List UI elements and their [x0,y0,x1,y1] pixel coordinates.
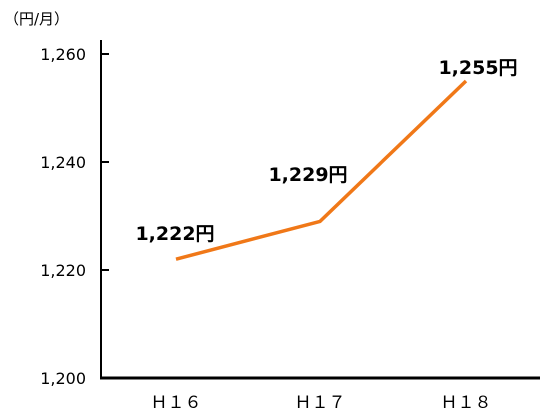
data-label: 1,222円 [135,223,214,245]
x-tick-label: Ｈ１７ [295,393,346,413]
x-tick-label: Ｈ１６ [151,393,202,413]
x-tick-label: Ｈ１８ [441,393,492,413]
series-group [175,79,468,261]
y-tick-label: 1,220 [40,261,86,280]
y-tick-label: 1,240 [40,153,86,172]
data-labels: 1,222円 1,229円 1,255円 [135,57,517,245]
y-axis: 1,200 1,220 1,240 1,260 [40,40,109,388]
y-tick-label: 1,260 [40,45,86,64]
y-unit-label: （円/月） [4,10,69,28]
data-label: 1,229円 [268,164,347,186]
x-axis: Ｈ１６ Ｈ１７ Ｈ１８ [100,376,540,413]
data-label: 1,255円 [438,57,517,79]
y-tick-label: 1,200 [40,369,86,388]
